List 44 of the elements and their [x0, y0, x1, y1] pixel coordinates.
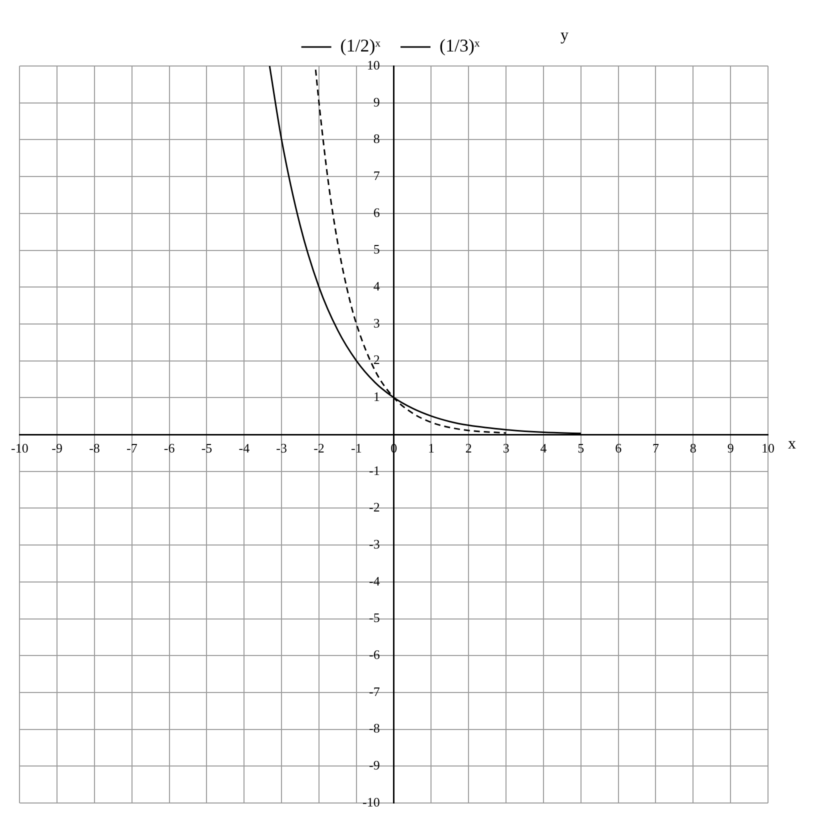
- x-tick-label: 2: [465, 440, 472, 456]
- legend-label: (1/3)ˣ: [440, 36, 480, 56]
- y-tick-label: -6: [368, 647, 380, 662]
- y-tick-label: -9: [368, 758, 380, 773]
- x-tick-label: 5: [578, 440, 584, 456]
- y-tick-label: 4: [373, 278, 380, 294]
- x-tick-label: -4: [238, 440, 250, 456]
- y-tick-label: -10: [362, 794, 380, 810]
- x-tick-label: 9: [727, 440, 734, 456]
- y-tick-label: 5: [373, 242, 380, 257]
- y-tick-label: -5: [368, 610, 380, 626]
- legend-label: (1/2)ˣ: [340, 36, 382, 56]
- x-tick-label: 4: [540, 440, 548, 456]
- y-tick-label: 10: [366, 57, 380, 72]
- y-tick-label: -3: [368, 536, 380, 552]
- y-tick-label: -1: [368, 462, 380, 478]
- y-tick-label: 1: [373, 389, 380, 404]
- x-tick-label: 10: [762, 440, 774, 456]
- x-tick-label: -7: [126, 440, 138, 456]
- x-tick-label: -1: [350, 440, 362, 456]
- x-tick-label: -10: [10, 440, 28, 456]
- y-tick-label: -8: [368, 720, 380, 736]
- y-tick-label: 2: [373, 352, 380, 368]
- x-tick-label: 6: [615, 440, 622, 456]
- y-tick-label: 7: [373, 168, 380, 183]
- x-tick-label: -9: [52, 440, 63, 456]
- x-tick-label: 1: [428, 440, 434, 456]
- x-tick-label: -3: [276, 440, 288, 456]
- y-tick-label: -2: [368, 500, 380, 515]
- x-axis-title: x: [788, 436, 796, 453]
- x-tick-label: -8: [89, 440, 100, 456]
- y-tick-label: 8: [373, 131, 380, 146]
- x-tick-label: -5: [201, 440, 212, 456]
- y-tick-label: 6: [373, 204, 380, 220]
- y-tick-label: 3: [373, 315, 380, 330]
- x-tick-label: 7: [652, 440, 660, 456]
- y-tick-label: 9: [373, 94, 380, 110]
- x-tick-label: -6: [164, 440, 176, 456]
- y-tick-label: -4: [368, 573, 380, 588]
- y-axis-title: y: [560, 27, 568, 44]
- x-tick-label: -2: [314, 440, 324, 456]
- x-tick-label: 8: [690, 440, 696, 456]
- y-tick-label: -7: [368, 684, 380, 699]
- x-tick-label: 3: [502, 440, 510, 456]
